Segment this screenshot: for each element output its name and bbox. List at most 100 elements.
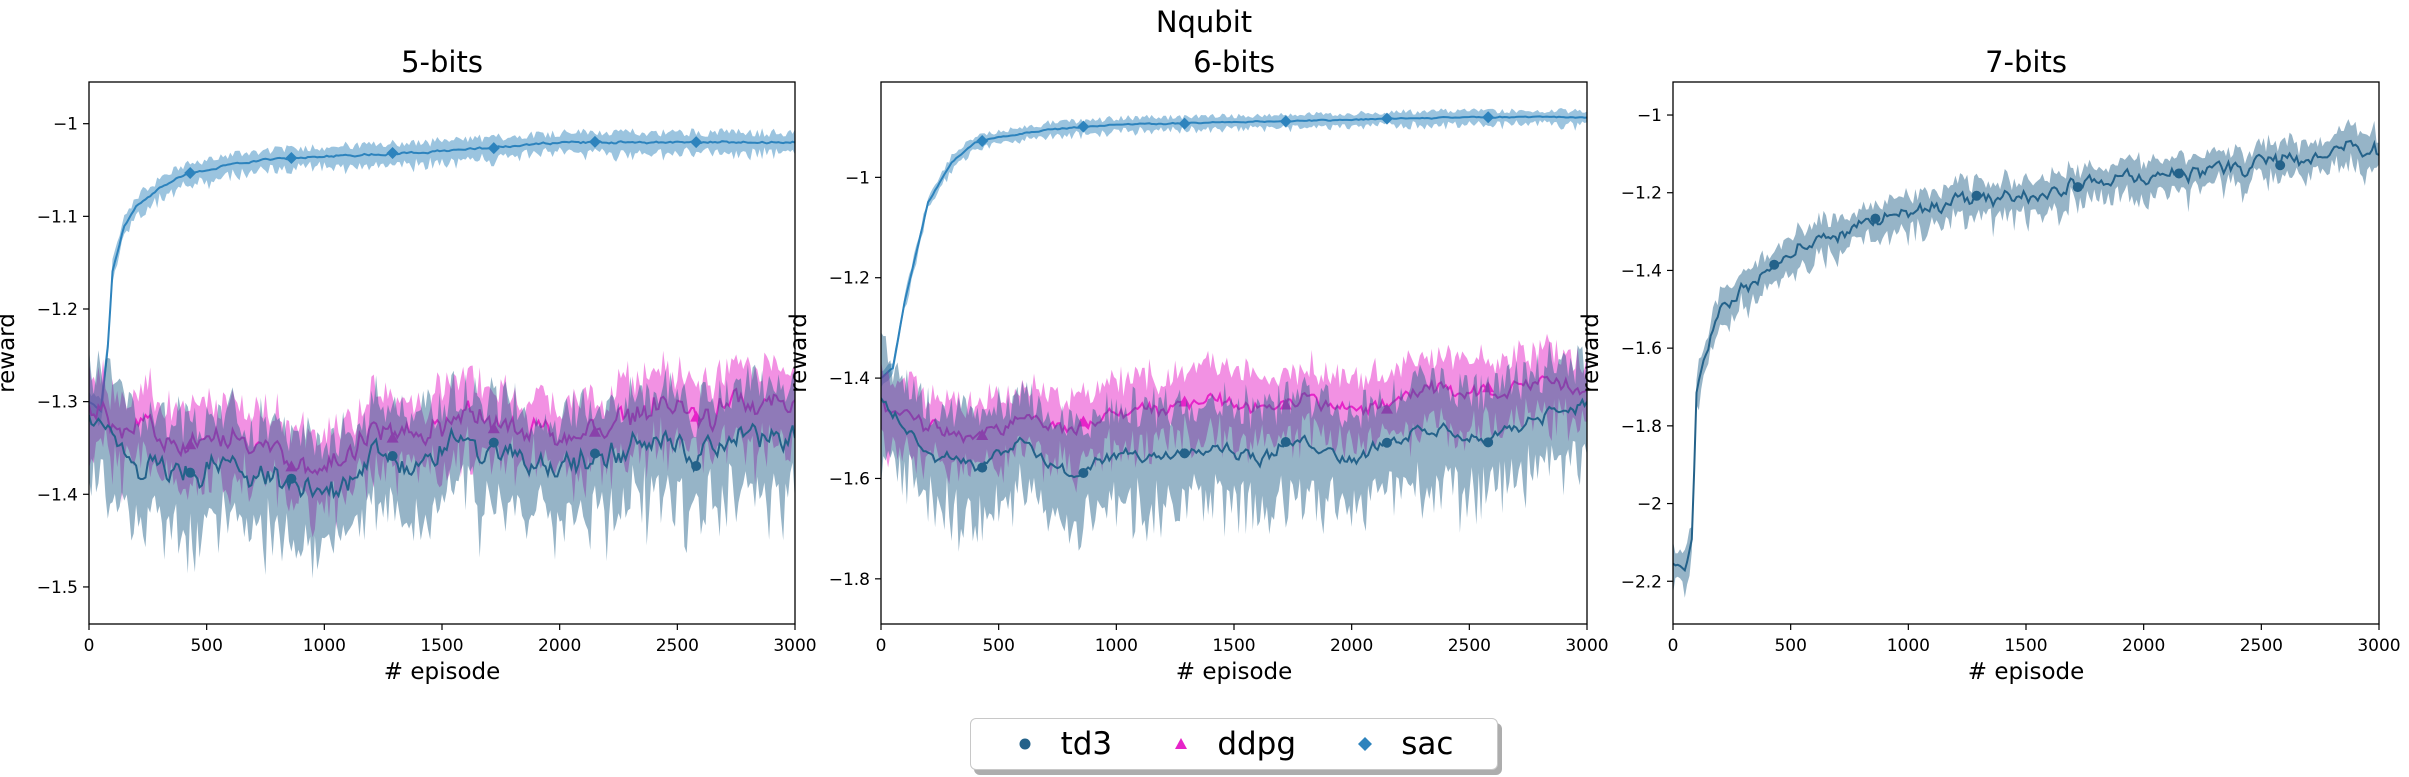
- panel-title: 6-bits: [1193, 45, 1275, 79]
- series-marker-td3: [1381, 437, 1392, 448]
- plot-area: [1673, 119, 2379, 598]
- panel-title: 5-bits: [401, 45, 483, 79]
- plot-area: [881, 108, 1587, 552]
- series-marker-sac: [1077, 120, 1090, 133]
- figure-suptitle: Nqubit: [1156, 5, 1252, 39]
- panel-3: 0 500 1000 1500 2000 2500 3000 −2.2 −2 −1.8 −1.6 −1…: [1578, 45, 2401, 685]
- x-tick-label: 1500: [2004, 636, 2047, 656]
- series-marker-td3: [2072, 182, 2083, 193]
- x-tick-label: 3000: [1565, 636, 1608, 656]
- ddpg-marker-icon: [1175, 738, 1188, 749]
- y-tick-label: −2: [1637, 495, 1662, 515]
- panel-title: 7-bits: [1985, 45, 2067, 79]
- series-marker-td3: [691, 461, 702, 472]
- y-tick-label: −1.5: [37, 578, 78, 598]
- x-tick-label: 0: [84, 636, 95, 656]
- x-tick-label: 2000: [538, 636, 581, 656]
- x-tick-label: 2500: [656, 636, 699, 656]
- x-axis-label: # episode: [1176, 659, 1293, 685]
- series-marker-ddpg: [487, 422, 500, 434]
- x-tick-label: 1500: [420, 636, 463, 656]
- x-tick-label: 500: [982, 636, 1014, 656]
- series-marker-ddpg: [1279, 398, 1292, 410]
- legend: td3 ddpg sac: [970, 718, 1498, 770]
- series-marker-sac: [1482, 111, 1495, 124]
- x-tick-label: 1000: [1095, 636, 1138, 656]
- series-marker-ddpg: [285, 460, 298, 472]
- x-tick-label: 3000: [2357, 636, 2400, 656]
- legend-label-sac: sac: [1401, 726, 1454, 762]
- series-marker-ddpg: [1380, 402, 1393, 414]
- series-marker-ddpg: [1482, 381, 1495, 393]
- series-marker-sac: [487, 142, 500, 155]
- y-tick-label: −1.4: [829, 369, 870, 389]
- series-line-ddpg: [881, 375, 1587, 445]
- y-tick-label: −1.4: [1621, 261, 1662, 281]
- legend-label-ddpg: ddpg: [1217, 726, 1297, 762]
- series-marker-sac: [1279, 115, 1292, 128]
- series-band-td3: [881, 332, 1587, 552]
- series-marker-td3: [589, 448, 600, 459]
- series-marker-td3: [488, 437, 499, 448]
- series-line-td3: [881, 397, 1587, 479]
- y-tick-label: −1.2: [37, 300, 78, 320]
- x-tick-label: 3000: [773, 636, 816, 656]
- series-marker-td3: [286, 473, 297, 484]
- y-tick-label: −1.8: [829, 570, 870, 590]
- y-tick-label: −1: [53, 115, 78, 135]
- series-line-td3: [89, 415, 795, 500]
- series-line-sac: [881, 115, 1587, 379]
- x-axis-label: # episode: [384, 659, 501, 685]
- series-marker-td3: [1971, 190, 1982, 201]
- series-marker-td3: [2173, 168, 2184, 179]
- series-marker-sac: [285, 151, 298, 164]
- series-band-td3: [89, 349, 795, 579]
- y-axis-label: reward: [786, 313, 812, 393]
- series-band-td3: [1673, 119, 2379, 598]
- series-marker-td3: [1483, 437, 1494, 448]
- y-tick-label: −1.3: [37, 393, 78, 413]
- x-tick-label: 1000: [1887, 636, 1930, 656]
- y-tick-label: −1.2: [829, 269, 870, 289]
- series-marker-sac: [588, 135, 601, 148]
- series-marker-td3: [1870, 213, 1881, 224]
- series-marker-td3: [2275, 160, 2286, 171]
- series-marker-sac: [1178, 117, 1191, 130]
- series-band-ddpg: [881, 333, 1587, 493]
- series-marker-td3: [1179, 448, 1190, 459]
- y-tick-label: −1.4: [37, 485, 78, 505]
- series-band-ddpg: [89, 350, 795, 538]
- y-tick-label: −1: [845, 168, 870, 188]
- y-tick-label: −1.2: [1621, 184, 1662, 204]
- legend-label-td3: td3: [1060, 726, 1113, 762]
- series-marker-sac: [1380, 112, 1393, 125]
- legend-item-sac: sac: [1355, 726, 1453, 762]
- x-tick-label: 500: [190, 636, 222, 656]
- panel-1: 0 500 1000 1500 2000 2500 3000 −1.5 −1.4 −1.3 −1.2…: [0, 45, 817, 685]
- series-marker-sac: [690, 136, 703, 149]
- sac-marker-icon: [1358, 737, 1373, 751]
- x-tick-label: 2500: [1448, 636, 1491, 656]
- x-tick-label: 2000: [2122, 636, 2165, 656]
- series-line-ddpg: [89, 387, 795, 476]
- x-tick-label: 0: [1668, 636, 1679, 656]
- td3-marker-icon: [1019, 738, 1031, 750]
- x-tick-label: 1500: [1212, 636, 1255, 656]
- panel-2: 0 500 1000 1500 2000 2500 3000 −1.8 −1.6 −1.4 −1.2…: [786, 45, 1609, 685]
- x-tick-label: 2500: [2240, 636, 2283, 656]
- series-marker-td3: [1280, 437, 1291, 448]
- series-marker-td3: [977, 462, 988, 473]
- series-marker-td3: [1769, 259, 1780, 270]
- y-tick-label: −2.2: [1621, 572, 1662, 592]
- series-line-td3: [1673, 139, 2379, 573]
- x-tick-label: 2000: [1330, 636, 1373, 656]
- y-axis-label: reward: [0, 313, 20, 393]
- series-marker-td3: [185, 467, 196, 478]
- series-marker-ddpg: [386, 431, 399, 443]
- series-marker-ddpg: [1077, 415, 1090, 427]
- x-tick-label: 500: [1774, 636, 1806, 656]
- x-axis-label: # episode: [1968, 659, 2085, 685]
- x-tick-label: 1000: [303, 636, 346, 656]
- legend-item-td3: td3: [1015, 726, 1113, 762]
- series-marker-ddpg: [1178, 395, 1191, 407]
